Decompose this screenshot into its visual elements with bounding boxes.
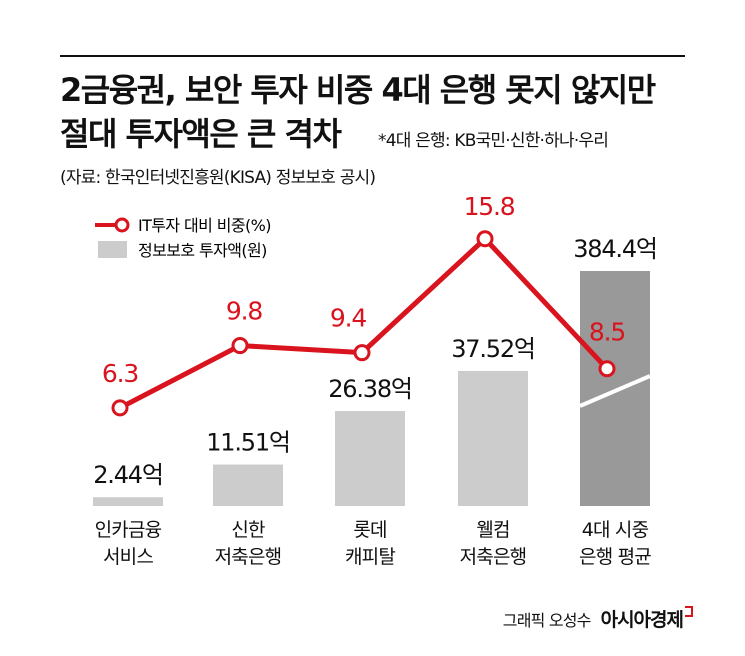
category-label: 캐피탈 <box>345 546 395 568</box>
axis-break-mark <box>579 374 651 408</box>
category-label: 은행 평균 <box>579 546 651 568</box>
top-rule <box>60 55 685 57</box>
category-label: 저축은행 <box>215 546 282 568</box>
category-label: 롯데 <box>353 519 386 541</box>
line-point <box>353 344 371 362</box>
legend: IT투자 대비 비중(%) 정보보호 투자액(원) <box>95 216 271 260</box>
legend-bar-swatch <box>98 241 127 258</box>
category-label: 서비스 <box>103 546 153 568</box>
legend-label-bar: 정보보호 투자액(원) <box>138 241 267 260</box>
credit-brand: 아시아경제 <box>600 609 684 631</box>
bar <box>580 271 650 506</box>
footnote: *4대 은행: KB국민·신한·하나·우리 <box>378 131 609 151</box>
credit-byline: 그래픽 오성수 <box>502 611 592 630</box>
credit: 그래픽 오성수 아시아경제 <box>503 605 693 632</box>
category-label: 인카금융 <box>95 519 162 541</box>
bar-value-label: 384.4억 <box>573 235 657 263</box>
line-value-label: 8.5 <box>589 318 625 347</box>
legend-marker-swatch <box>114 217 130 233</box>
bar <box>458 370 528 506</box>
chart-title-line1: 2금융권, 보안 투자 비중 4대 은행 못지 않지만 <box>60 71 656 109</box>
category-label: 4대 시중 <box>582 519 649 541</box>
source-note: (자료: 한국인터넷진흥원(KISA) 정보보호 공시) <box>60 168 376 188</box>
line-point <box>231 337 249 355</box>
category-label: 웰컴 <box>476 519 509 541</box>
bar-value-label: 2.44억 <box>93 461 163 489</box>
line-value-label: 6.3 <box>102 359 138 388</box>
bar <box>213 464 283 506</box>
line-point <box>111 399 129 417</box>
line-value-labels: 6.3 9.8 9.4 15.8 8.5 <box>102 192 626 388</box>
bar-value-label: 26.38억 <box>328 375 412 403</box>
bar-value-label: 37.52억 <box>451 335 535 363</box>
category-label: 신한 <box>231 519 265 541</box>
brand-mark-icon <box>685 606 693 617</box>
category-label: 저축은행 <box>460 546 527 568</box>
line-value-label: 9.4 <box>330 304 366 333</box>
line-value-label: 9.8 <box>226 297 262 326</box>
bar <box>93 497 163 506</box>
line-series <box>111 230 616 417</box>
line-point <box>598 360 616 378</box>
line-value-label: 15.8 <box>464 192 515 221</box>
legend-label-line: IT투자 대비 비중(%) <box>138 216 271 235</box>
line-point <box>476 230 494 248</box>
bar-value-labels: 2.44억 11.51억 26.38억 37.52억 384.4억 <box>93 235 658 489</box>
bar <box>335 411 405 506</box>
bar-series <box>93 271 651 506</box>
chart-title-line2: 절대 투자액은 큰 격차 <box>60 115 342 153</box>
bar-value-label: 11.51억 <box>206 429 290 457</box>
